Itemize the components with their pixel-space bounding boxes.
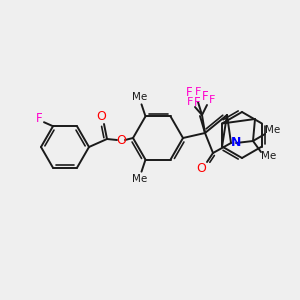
Text: O: O <box>116 134 126 146</box>
Text: Me: Me <box>266 125 280 135</box>
Text: F: F <box>209 95 215 105</box>
Text: F: F <box>202 89 208 103</box>
Text: F: F <box>194 97 200 110</box>
Text: F: F <box>36 112 42 125</box>
Text: O: O <box>96 110 106 124</box>
Text: Me: Me <box>132 174 147 184</box>
Text: Me: Me <box>261 151 277 161</box>
Text: F: F <box>195 87 201 97</box>
Text: O: O <box>196 163 206 176</box>
Text: Me: Me <box>132 92 147 102</box>
Text: N: N <box>231 136 241 149</box>
Text: F: F <box>186 86 192 100</box>
Text: F: F <box>187 97 193 107</box>
